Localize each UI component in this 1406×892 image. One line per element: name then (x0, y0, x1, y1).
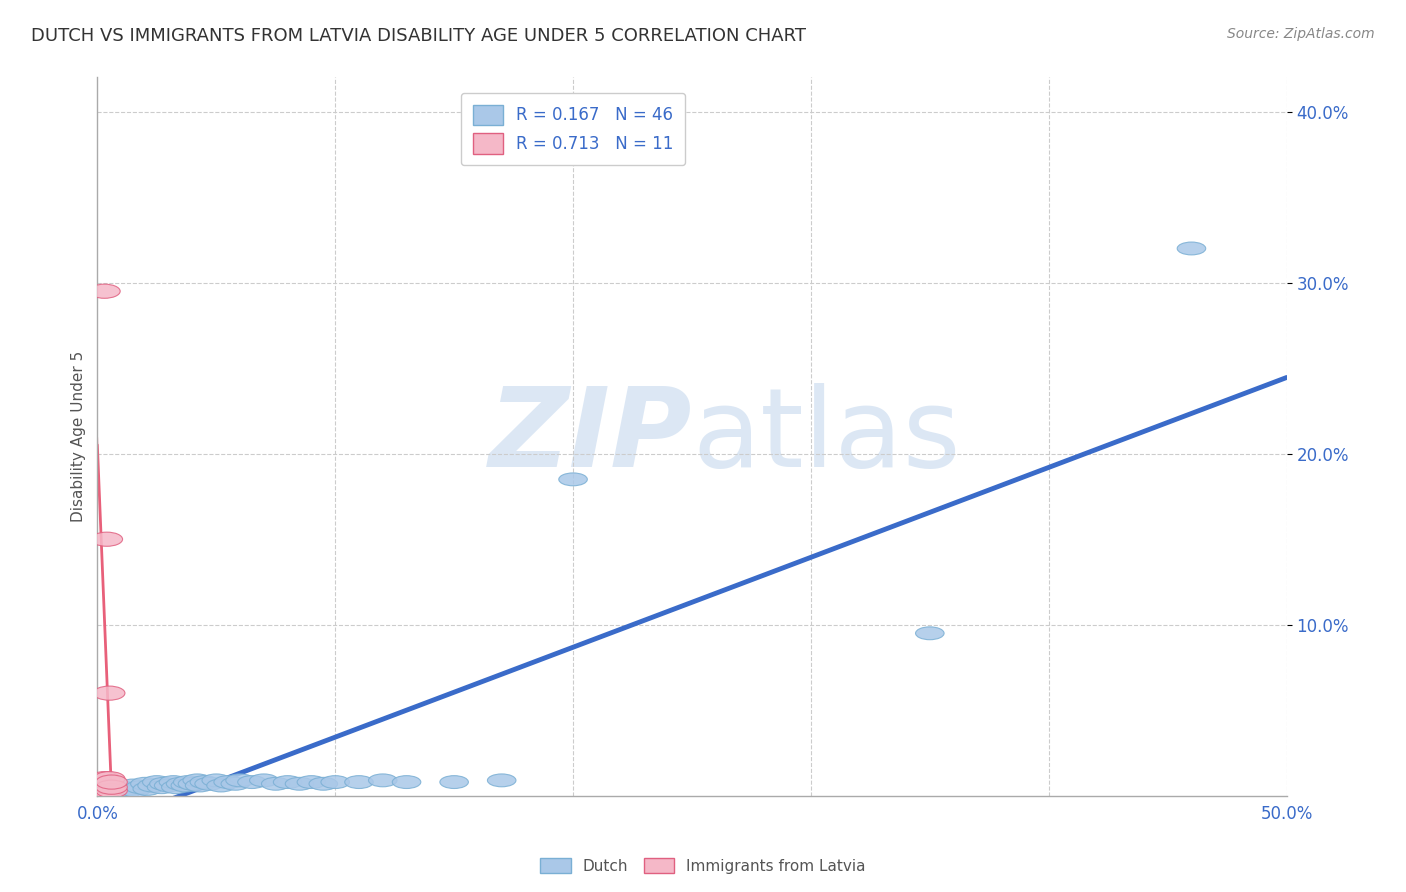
Ellipse shape (321, 776, 350, 789)
Ellipse shape (94, 772, 125, 786)
Y-axis label: Disability Age Under 5: Disability Age Under 5 (72, 351, 86, 522)
Ellipse shape (273, 776, 302, 789)
Ellipse shape (118, 779, 148, 792)
Ellipse shape (179, 777, 207, 790)
Ellipse shape (172, 779, 200, 792)
Text: ZIP: ZIP (488, 383, 692, 490)
Ellipse shape (488, 774, 516, 787)
Ellipse shape (186, 779, 214, 792)
Ellipse shape (155, 779, 183, 792)
Ellipse shape (250, 774, 278, 787)
Ellipse shape (226, 774, 254, 787)
Ellipse shape (202, 774, 231, 787)
Ellipse shape (89, 285, 120, 298)
Ellipse shape (96, 780, 128, 794)
Ellipse shape (440, 776, 468, 789)
Text: atlas: atlas (692, 383, 960, 490)
Ellipse shape (915, 627, 943, 640)
Ellipse shape (134, 782, 162, 796)
Ellipse shape (297, 776, 326, 789)
Ellipse shape (89, 783, 120, 797)
Ellipse shape (127, 780, 155, 794)
Ellipse shape (368, 774, 396, 787)
Ellipse shape (214, 776, 242, 789)
Ellipse shape (159, 776, 188, 789)
Ellipse shape (94, 780, 125, 794)
Ellipse shape (309, 777, 337, 790)
Ellipse shape (262, 777, 290, 790)
Ellipse shape (121, 784, 149, 797)
Ellipse shape (238, 776, 266, 789)
Text: DUTCH VS IMMIGRANTS FROM LATVIA DISABILITY AGE UNDER 5 CORRELATION CHART: DUTCH VS IMMIGRANTS FROM LATVIA DISABILI… (31, 27, 806, 45)
Ellipse shape (103, 784, 131, 797)
Ellipse shape (221, 777, 250, 790)
Ellipse shape (96, 775, 128, 789)
Ellipse shape (96, 786, 124, 798)
Ellipse shape (285, 777, 314, 790)
Ellipse shape (392, 776, 420, 789)
Ellipse shape (91, 783, 122, 797)
Ellipse shape (94, 686, 125, 700)
Ellipse shape (91, 533, 122, 546)
Ellipse shape (149, 777, 179, 790)
Ellipse shape (558, 473, 588, 486)
Ellipse shape (190, 776, 219, 789)
Ellipse shape (111, 786, 141, 798)
Ellipse shape (142, 776, 172, 789)
Ellipse shape (162, 780, 190, 794)
Ellipse shape (107, 780, 135, 794)
Ellipse shape (173, 776, 202, 789)
Ellipse shape (344, 776, 373, 789)
Ellipse shape (131, 777, 159, 790)
Text: Source: ZipAtlas.com: Source: ZipAtlas.com (1227, 27, 1375, 41)
Ellipse shape (117, 782, 145, 796)
Ellipse shape (207, 779, 235, 792)
Ellipse shape (148, 780, 176, 794)
Legend: Dutch, Immigrants from Latvia: Dutch, Immigrants from Latvia (534, 852, 872, 880)
Ellipse shape (138, 779, 166, 792)
Ellipse shape (89, 772, 120, 786)
Ellipse shape (96, 783, 128, 797)
Legend: R = 0.167   N = 46, R = 0.713   N = 11: R = 0.167 N = 46, R = 0.713 N = 11 (461, 93, 685, 165)
Ellipse shape (1177, 242, 1206, 255)
Ellipse shape (195, 777, 224, 790)
Ellipse shape (183, 774, 211, 787)
Ellipse shape (166, 777, 195, 790)
